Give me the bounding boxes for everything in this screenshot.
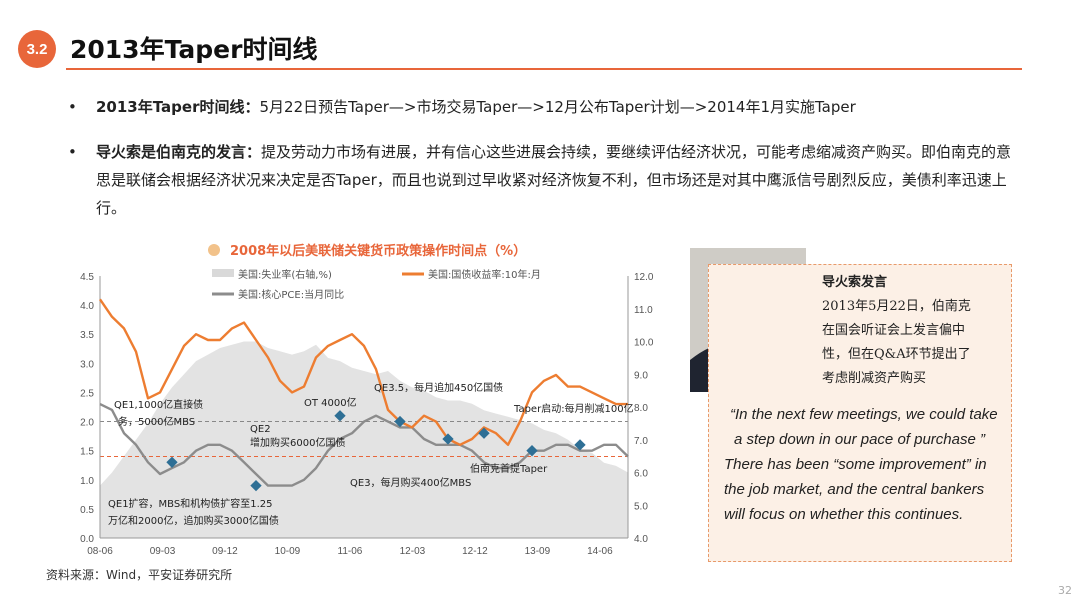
x-tick-label: 14-06 bbox=[587, 546, 613, 557]
y-right-tick-label: 6.0 bbox=[634, 469, 648, 480]
chart-title: 2008年以后美联储关键货币政策操作时间点（%） bbox=[230, 243, 526, 259]
annotation-first-taper: 伯南克首提Taper bbox=[470, 462, 548, 475]
legend-label: 美国:失业率(右轴,%) bbox=[238, 268, 332, 281]
y-right-tick-label: 12.0 bbox=[634, 272, 654, 283]
y-left-tick-label: 1.5 bbox=[80, 447, 94, 458]
event-marker bbox=[394, 415, 406, 428]
y-right-tick-label: 7.0 bbox=[634, 436, 648, 447]
y-right-tick-label: 10.0 bbox=[634, 338, 654, 349]
bullet-text: 5月22日预告Taper—>市场交易Taper—>12月公布Taper计划—>2… bbox=[259, 98, 856, 116]
legend-label: 美国:国债收益率:10年:月 bbox=[428, 268, 541, 281]
y-right-tick-label: 5.0 bbox=[634, 501, 648, 512]
event-marker bbox=[250, 479, 262, 492]
title-divider bbox=[66, 68, 1022, 70]
y-left-tick-label: 0.5 bbox=[80, 505, 94, 516]
page-number: 32 bbox=[1058, 584, 1072, 597]
x-tick-label: 09-03 bbox=[150, 546, 176, 557]
y-left-tick-label: 1.0 bbox=[80, 476, 94, 487]
page-title: 2013年Taper时间线 bbox=[70, 35, 318, 64]
source-note: 资料来源：Wind，平安证券研究所 bbox=[46, 568, 233, 582]
y-left-tick-label: 4.5 bbox=[80, 272, 94, 283]
y-left-tick-label: 3.5 bbox=[80, 330, 94, 341]
y-left-tick-label: 0.0 bbox=[80, 534, 94, 545]
section-number: 3.2 bbox=[26, 40, 48, 58]
y-right-tick-label: 8.0 bbox=[634, 403, 648, 414]
series-line-10y-yield bbox=[99, 298, 628, 446]
bullet-label: 2013年Taper时间线： bbox=[96, 98, 260, 116]
bullet-dot: • bbox=[68, 143, 77, 161]
bullet-label: 导火索是伯南克的发言： bbox=[96, 143, 262, 161]
legend-swatch bbox=[212, 269, 234, 277]
x-tick-label: 11-06 bbox=[338, 546, 363, 557]
event-marker bbox=[442, 433, 454, 445]
event-marker bbox=[574, 439, 586, 451]
section-badge: 3.2 bbox=[18, 30, 56, 68]
annotation-qe1: QE1,1000亿直接债 bbox=[114, 398, 203, 411]
bullet-trigger: • 导火索是伯南克的发言：提及劳动力市场有进展，并有信心这些进展会持续，要继续评… bbox=[68, 138, 1016, 222]
y-right-tick-label: 11.0 bbox=[634, 305, 653, 316]
quote-line: 考虑削减资产购买 bbox=[822, 371, 927, 386]
quote-english: “In the next few meetings, we could take… bbox=[724, 402, 1008, 527]
y-left-tick-label: 4.0 bbox=[80, 301, 94, 312]
quote-heading: 导火索发言 bbox=[822, 275, 888, 290]
y-right-tick-label: 9.0 bbox=[634, 370, 648, 381]
annotation-qe1: 务，5000亿MBS bbox=[118, 415, 195, 428]
x-tick-label: 12-12 bbox=[462, 546, 488, 557]
quote-english-1: “In the next few meetings, we could take… bbox=[730, 406, 998, 448]
quote-heading-block: 导火索发言 2013年5月22日，伯南克 在国会听证会上发言偏中 性，但在Q&A… bbox=[822, 271, 1012, 391]
y-left-tick-label: 3.0 bbox=[80, 359, 94, 370]
quote-line: 2013年5月22日，伯南克 bbox=[822, 299, 971, 314]
annotation-qe1-ext: 万亿和2000亿，追加购买3000亿国债 bbox=[108, 514, 279, 527]
quote-line: 性，但在Q&A环节提出了 bbox=[822, 347, 971, 362]
event-marker bbox=[166, 456, 178, 468]
y-right-tick-label: 4.0 bbox=[634, 534, 648, 545]
event-marker bbox=[478, 427, 490, 439]
quote-line: 在国会听证会上发言偏中 bbox=[822, 323, 966, 338]
bullet-timeline: • 2013年Taper时间线：5月22日预告Taper—>市场交易Taper—… bbox=[68, 93, 1016, 121]
annotation-qe1-ext: QE1扩容，MBS和机构债扩容至1.25 bbox=[108, 497, 272, 510]
y-left-tick-label: 2.0 bbox=[80, 418, 94, 429]
legend-label: 美国:核心PCE:当月同比 bbox=[238, 288, 344, 301]
x-tick-label: 10-09 bbox=[275, 546, 301, 557]
y-left-tick-label: 2.5 bbox=[80, 388, 94, 399]
quote-box bbox=[708, 264, 1012, 562]
annotation-qe2: QE2 bbox=[250, 424, 271, 435]
bullet-text: 提及劳动力市场有进展，并有信心这些进展会持续，要继续评估经济状况，可能考虑缩减资… bbox=[96, 143, 1012, 217]
annotation-qe35: QE3.5，每月追加450亿国债 bbox=[374, 381, 503, 394]
title-icon bbox=[208, 244, 220, 256]
x-tick-label: 13-09 bbox=[525, 546, 551, 557]
event-marker bbox=[334, 410, 346, 422]
quote-english-2: There has been “some improvement” in the… bbox=[724, 456, 987, 523]
series-line-core-pce bbox=[99, 403, 629, 487]
event-marker bbox=[526, 445, 538, 457]
x-tick-label: 08-06 bbox=[87, 546, 113, 557]
annotation-qe3: QE3，每月购买400亿MBS bbox=[350, 476, 471, 489]
x-tick-label: 09-12 bbox=[212, 546, 238, 557]
policy-chart: 2008年以后美联储关键货币政策操作时间点（%） 0.0 0.5 1.0 1.5 2.0 2… bbox=[62, 236, 682, 558]
annotation-ot: OT 4000亿 bbox=[304, 396, 357, 409]
series-area-unemployment bbox=[100, 341, 628, 538]
x-tick-label: 12-03 bbox=[400, 546, 426, 557]
annotation-taper-start: Taper启动:每月削减100亿 bbox=[513, 402, 634, 415]
bullet-dot: • bbox=[68, 98, 77, 116]
chart-svg: 2008年以后美联储关键货币政策操作时间点（%） 0.0 0.5 1.0 1.5 2.0 2… bbox=[80, 243, 654, 557]
annotation-qe2: 增加购买6000亿国债 bbox=[250, 436, 345, 449]
